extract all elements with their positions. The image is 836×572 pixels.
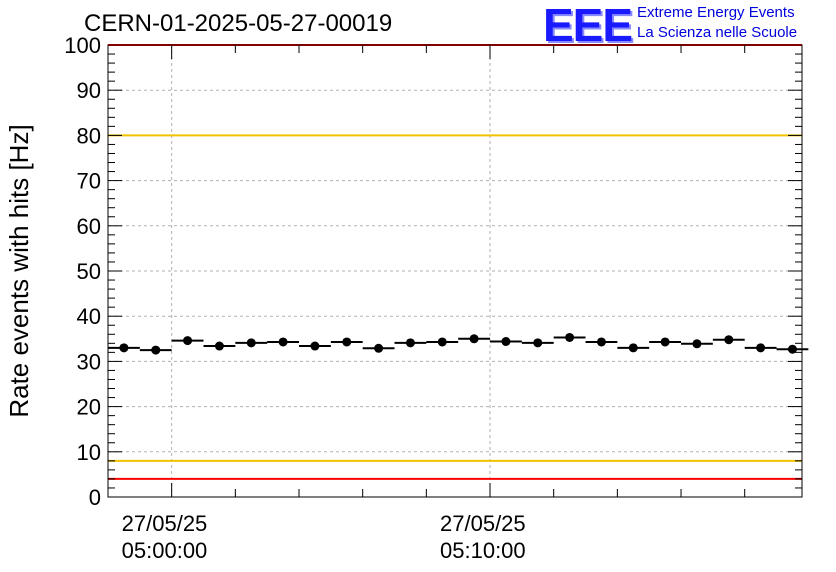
data-point: [183, 336, 193, 346]
data-point: [565, 332, 575, 342]
data-point: [342, 337, 352, 347]
data-point: [151, 345, 161, 355]
x-tick-date: 27/05/25: [440, 511, 526, 536]
data-point: [660, 337, 670, 347]
data-point: [628, 343, 638, 353]
data-point: [437, 337, 447, 347]
reference-lines: [108, 44, 802, 480]
x-tick-time: 05:10:00: [440, 538, 526, 563]
y-tick-label: 70: [77, 169, 101, 194]
data-point: [724, 335, 734, 345]
y-tick-label: 0: [89, 485, 101, 510]
y-tick-label: 50: [77, 259, 101, 284]
data-point: [787, 344, 797, 354]
data-point: [533, 338, 543, 348]
data-point: [692, 339, 702, 349]
data-point: [756, 343, 766, 353]
data-point: [214, 341, 224, 351]
data-point: [405, 338, 415, 348]
y-tick-label: 90: [77, 78, 101, 103]
axes: [107, 44, 803, 498]
y-tick-label: 40: [77, 304, 101, 329]
logo-line-2: La Scienza nelle Scuole: [637, 24, 798, 41]
data-point: [246, 338, 256, 348]
logo-line-1: Extreme Energy Events: [637, 4, 795, 21]
data-point: [278, 337, 288, 347]
data-point: [374, 343, 384, 353]
y-axis-label: Rate events with hits [Hz]: [4, 124, 34, 417]
x-tick-time: 05:00:00: [122, 538, 208, 563]
grid-lines: [108, 44, 802, 497]
chart-title: CERN-01-2025-05-27-00019: [84, 10, 393, 37]
data-point: [501, 337, 511, 347]
eee-logo: EEE: [543, 0, 633, 51]
y-tick-label: 60: [77, 214, 101, 239]
data-point: [469, 334, 479, 344]
y-axis-tick-labels: 0 10 20 30 40 50 60 70 80 90 100: [64, 33, 101, 510]
data-point: [596, 337, 606, 347]
y-tick-label: 30: [77, 349, 101, 374]
y-tick-label: 100: [64, 33, 101, 58]
data-points: [108, 332, 809, 355]
x-tick-date: 27/05/25: [122, 511, 208, 536]
y-tick-label: 20: [77, 395, 101, 420]
data-point: [310, 341, 320, 351]
y-tick-label: 10: [77, 440, 101, 465]
data-point: [119, 343, 129, 353]
y-tick-label: 80: [77, 123, 101, 148]
